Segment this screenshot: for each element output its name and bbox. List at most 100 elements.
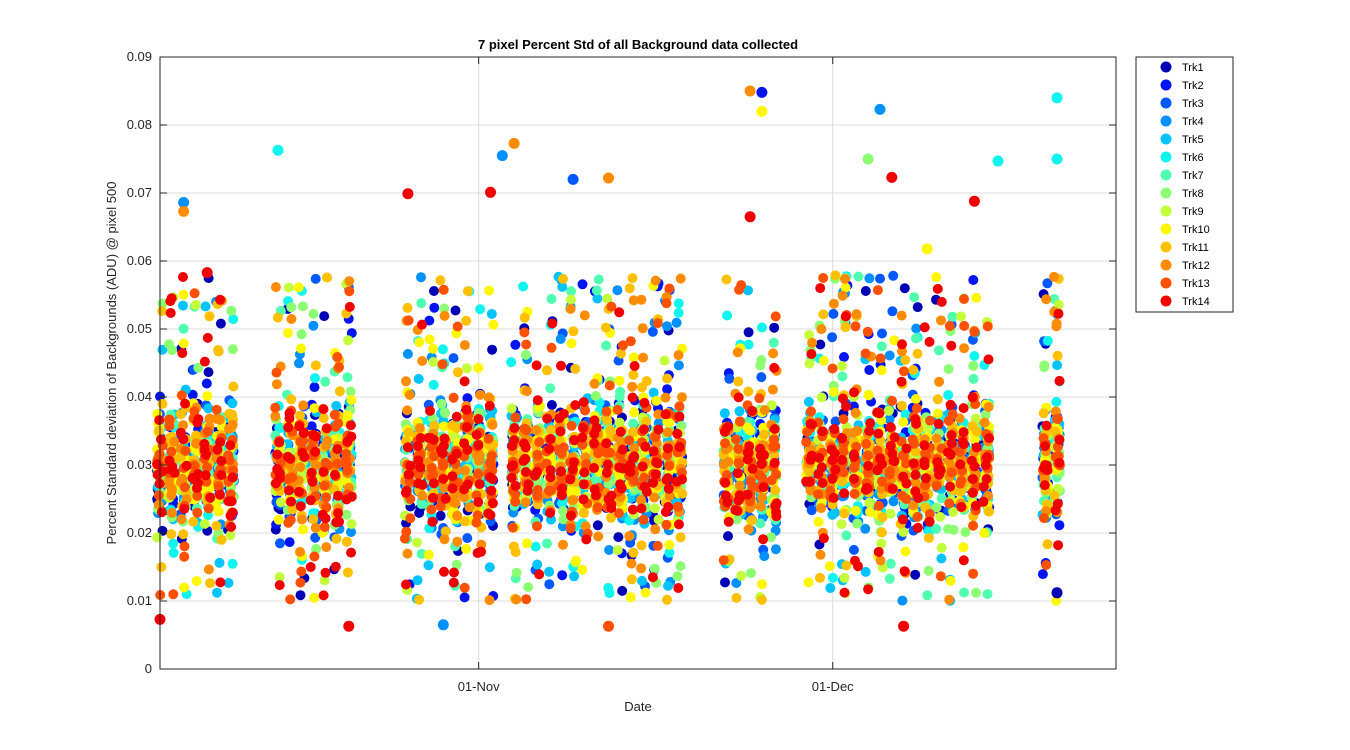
data-point-outlier <box>508 137 520 149</box>
data-point <box>193 414 204 425</box>
data-point <box>567 464 578 475</box>
data-point <box>958 403 969 414</box>
data-point <box>510 547 521 558</box>
data-point <box>770 544 781 555</box>
data-point <box>662 594 672 605</box>
data-point <box>900 355 911 365</box>
data-point <box>589 438 600 449</box>
data-point-outlier <box>178 197 190 208</box>
data-point <box>202 332 213 343</box>
data-point <box>200 301 211 312</box>
data-point <box>718 555 729 566</box>
data-point <box>816 503 827 514</box>
data-point <box>979 528 990 539</box>
data-point <box>309 551 320 562</box>
data-point <box>565 474 576 485</box>
data-point <box>476 546 487 557</box>
data-point <box>840 322 851 333</box>
data-point <box>519 327 530 338</box>
data-point <box>816 392 827 403</box>
data-point <box>401 485 412 496</box>
data-point <box>578 479 589 490</box>
data-point <box>967 392 978 403</box>
data-point <box>461 544 472 554</box>
data-point <box>462 393 473 404</box>
data-point <box>837 371 848 382</box>
data-point <box>589 484 600 495</box>
data-point <box>178 338 189 349</box>
data-point <box>768 348 779 359</box>
data-point <box>166 293 177 304</box>
data-point <box>1052 360 1063 371</box>
data-point <box>440 493 451 504</box>
data-point <box>875 555 886 566</box>
data-point <box>483 392 494 403</box>
data-point <box>876 527 887 538</box>
data-point <box>521 339 532 350</box>
data-point <box>743 327 754 338</box>
data-point <box>946 430 957 441</box>
data-point <box>565 523 576 534</box>
data-point-outlier <box>178 205 190 217</box>
legend-label: Trk14 <box>1182 296 1210 308</box>
data-point <box>931 523 942 534</box>
data-point <box>1037 569 1048 580</box>
data-point <box>283 422 294 433</box>
data-point <box>295 501 306 512</box>
legend-label: Trk4 <box>1182 116 1204 128</box>
data-point <box>863 450 874 461</box>
data-point <box>309 592 320 603</box>
data-point <box>946 340 957 351</box>
data-point <box>417 490 428 501</box>
data-point <box>664 547 675 558</box>
data-point <box>968 520 979 531</box>
data-point <box>675 532 686 543</box>
data-point-outlier <box>343 620 355 632</box>
data-point <box>650 275 661 286</box>
data-point <box>616 348 626 359</box>
data-point <box>837 290 848 301</box>
data-point <box>167 461 178 472</box>
data-point <box>440 408 451 419</box>
data-point <box>628 369 639 380</box>
data-point <box>913 493 924 504</box>
data-point <box>544 579 555 590</box>
data-point <box>1052 350 1063 361</box>
data-point <box>531 360 542 371</box>
data-point <box>473 440 484 451</box>
data-point <box>719 426 730 437</box>
data-point-outlier <box>756 105 768 117</box>
data-point <box>861 438 872 449</box>
data-point-outlier <box>201 267 213 279</box>
data-point <box>807 337 818 348</box>
data-point <box>428 379 439 390</box>
data-point <box>743 339 754 350</box>
data-point <box>661 298 672 309</box>
data-point <box>827 572 838 583</box>
data-point <box>487 498 498 509</box>
x-tick-labels: 01-Nov 01-Dec <box>458 679 854 694</box>
axes-frame <box>159 56 1117 670</box>
data-point <box>839 352 849 362</box>
data-point <box>900 546 911 557</box>
data-point <box>636 503 647 514</box>
data-point <box>615 426 626 437</box>
data-point <box>756 459 767 469</box>
data-point <box>402 442 413 453</box>
data-point <box>507 522 518 533</box>
data-point <box>334 386 345 397</box>
data-point <box>554 413 565 424</box>
data-point <box>310 460 321 471</box>
data-point <box>769 322 780 333</box>
data-point <box>936 315 946 326</box>
data-point <box>486 485 497 496</box>
data-point <box>648 477 659 488</box>
data-point <box>602 293 613 304</box>
data-point <box>569 571 580 582</box>
data-point <box>969 351 980 361</box>
data-point <box>296 329 307 340</box>
data-point <box>474 450 485 461</box>
data-point <box>981 474 992 484</box>
legend-label: Trk8 <box>1182 188 1204 200</box>
data-point <box>178 434 189 445</box>
